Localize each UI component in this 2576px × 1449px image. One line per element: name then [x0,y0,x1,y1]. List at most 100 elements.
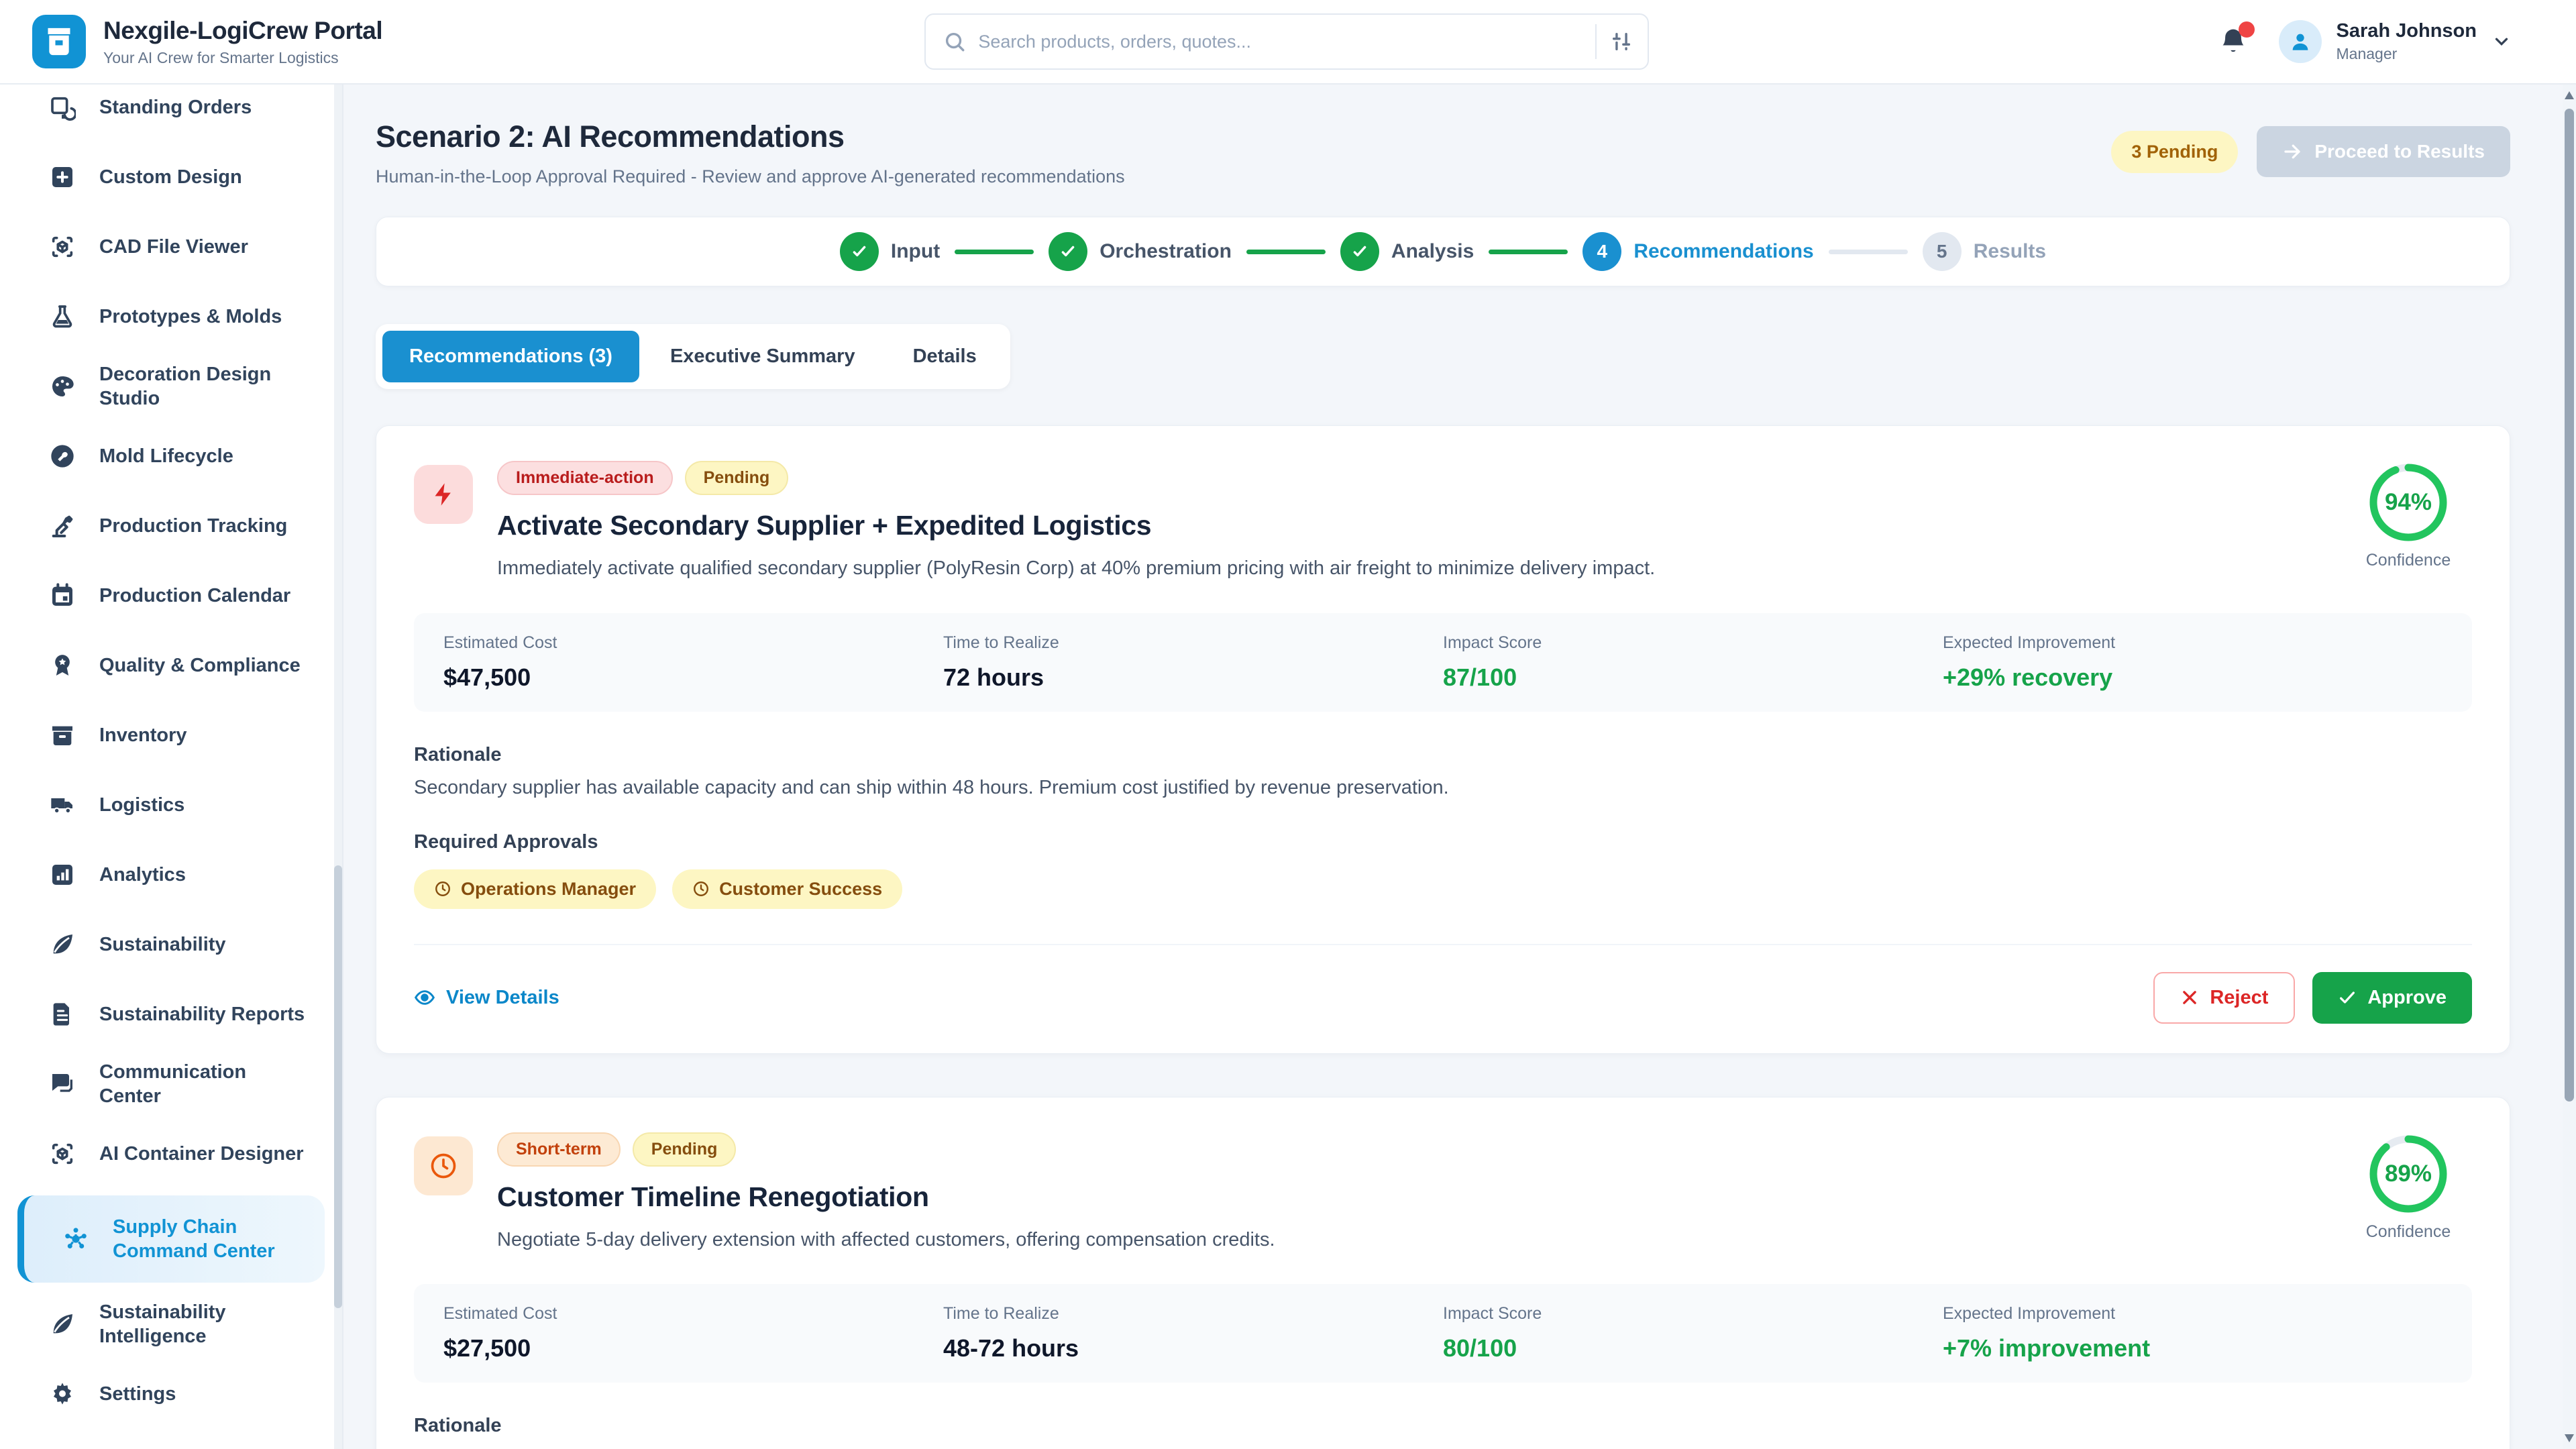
tab-recommendations[interactable]: Recommendations (3) [382,331,639,382]
sidebar-item-decoration-design-studio[interactable]: Decoration Design Studio [0,352,342,421]
wrench-circle-icon [48,442,76,470]
chevron-down-icon [2491,32,2512,52]
step-orchestration: Orchestration [1049,232,1232,271]
approve-button[interactable]: Approve [2312,971,2472,1024]
step-recommendations: 4 Recommendations [1582,232,1814,271]
confidence-percent: 89% [2384,1160,2432,1187]
recommendation-card: Immediate-action Pending Activate Second… [376,425,2510,1054]
confidence-percent: 94% [2384,489,2432,515]
report-icon [48,1000,76,1028]
main-scrollbar-thumb[interactable] [2565,109,2574,1102]
clock-icon [692,880,710,898]
confidence-indicator: 89% Confidence [2345,1132,2472,1254]
sidebar-item-logistics[interactable]: Logistics [0,770,342,840]
sidebar-item-analytics[interactable]: Analytics [0,840,342,910]
status-badge: Pending [632,1132,737,1167]
confidence-label: Confidence [2365,1222,2451,1241]
estimated-cost-value: $27,500 [443,1334,531,1362]
search-divider [1595,24,1597,59]
time-to-realize-value: 72 hours [943,663,1044,691]
tab-executive-summary[interactable]: Executive Summary [643,331,882,382]
avatar [2278,20,2322,63]
pending-count-badge: 3 Pending [2111,130,2239,173]
expected-improvement-value: +7% improvement [1943,1334,2151,1362]
sidebar-item-inventory[interactable]: Inventory [0,700,342,770]
metrics-bar: Estimated Cost $47,500 Time to Realize 7… [414,612,2472,712]
status-badge: Pending [684,461,789,495]
approval-pill: Customer Success [672,869,903,909]
notifications-button[interactable] [2218,21,2255,58]
gear-icon [48,1380,76,1408]
cad-cube-icon [48,1140,76,1168]
notification-badge [2238,21,2255,38]
clock-icon [414,1136,473,1195]
sidebar-item-communication-center[interactable]: Communication Center [0,1049,342,1119]
main-scrollbar[interactable] [2563,85,2576,1449]
filter-sliders-icon[interactable] [1610,30,1633,53]
sidebar-scrollbar[interactable] [334,85,342,1449]
user-role: Manager [2336,45,2398,63]
sidebar-item-mold-lifecycle[interactable]: Mold Lifecycle [0,421,342,491]
estimated-cost-value: $47,500 [443,663,531,691]
step-analysis: Analysis [1340,232,1474,271]
eye-icon [414,987,435,1008]
scroll-down-arrow-icon[interactable] [2565,1434,2574,1442]
reject-button[interactable]: Reject [2153,971,2296,1024]
step-number: 4 [1582,232,1622,271]
step-connector [1246,249,1326,254]
sidebar: Standing Orders Custom Design CAD File V… [0,85,343,1449]
palette-icon [48,372,76,400]
hub-icon [62,1225,90,1253]
main-content: Scenario 2: AI Recommendations Human-in-… [345,85,2563,1449]
sidebar-item-custom-design[interactable]: Custom Design [0,142,342,212]
step-connector [1828,249,1908,254]
leaf-icon [48,1310,76,1338]
app-logo-icon [32,15,86,68]
type-badge: Short-term [497,1132,621,1167]
cad-cube-icon [48,233,76,261]
global-search[interactable] [924,13,1650,70]
flask-icon [48,303,76,331]
sidebar-item-ai-container-designer[interactable]: AI Container Designer [0,1119,342,1189]
step-input: Input [839,232,940,271]
sidebar-item-production-tracking[interactable]: Production Tracking [0,491,342,561]
scroll-up-arrow-icon[interactable] [2565,91,2574,99]
check-icon [1049,232,1088,271]
check-icon [839,232,879,271]
rationale-label: Rationale [414,1415,502,1437]
search-input[interactable] [978,31,1582,52]
sidebar-scrollbar-thumb[interactable] [334,865,342,1308]
view-details-link[interactable]: View Details [414,987,559,1009]
sidebar-item-production-calendar[interactable]: Production Calendar [0,561,342,631]
rationale-text: Alternative approach with different trad… [414,1448,2472,1449]
step-number: 5 [1922,232,1962,271]
proceed-to-results-button[interactable]: Proceed to Results [2257,126,2510,177]
truck-icon [48,791,76,819]
step-connector [1489,249,1568,254]
calendar-icon [48,582,76,610]
sidebar-item-prototypes-molds[interactable]: Prototypes & Molds [0,282,342,352]
content-tabs: Recommendations (3) Executive Summary De… [376,324,1010,389]
lightning-icon [414,465,473,524]
sidebar-item-cad-file-viewer[interactable]: CAD File Viewer [0,212,342,282]
tab-details[interactable]: Details [886,331,1004,382]
sidebar-item-sustainability-intelligence[interactable]: Sustainability Intelligence [0,1289,342,1359]
expected-improvement-value: +29% recovery [1943,663,2113,691]
sidebar-item-settings[interactable]: Settings [0,1359,342,1429]
x-icon [2180,988,2199,1007]
sidebar-item-standing-orders[interactable]: Standing Orders [0,85,342,142]
sidebar-item-supply-chain-command-center[interactable]: Supply Chain Command Center [17,1195,325,1283]
rationale-text: Secondary supplier has available capacit… [414,776,1449,798]
user-menu[interactable]: Sarah Johnson Manager [2278,20,2512,63]
brand: Nexgile-LogiCrew Portal Your AI Crew for… [32,15,383,68]
chat-icon [48,1070,76,1098]
sidebar-item-quality-compliance[interactable]: Quality & Compliance [0,631,342,700]
metrics-bar: Estimated Cost $27,500 Time to Realize 4… [414,1284,2472,1383]
type-badge: Immediate-action [497,461,673,495]
recommendation-title: Customer Timeline Renegotiation [497,1181,929,1212]
recommendation-description: Immediately activate qualified secondary… [497,557,1656,579]
sidebar-item-sustainability[interactable]: Sustainability [0,910,342,979]
rationale-label: Rationale [414,743,502,765]
sidebar-item-sustainability-reports[interactable]: Sustainability Reports [0,979,342,1049]
confidence-label: Confidence [2365,551,2451,570]
